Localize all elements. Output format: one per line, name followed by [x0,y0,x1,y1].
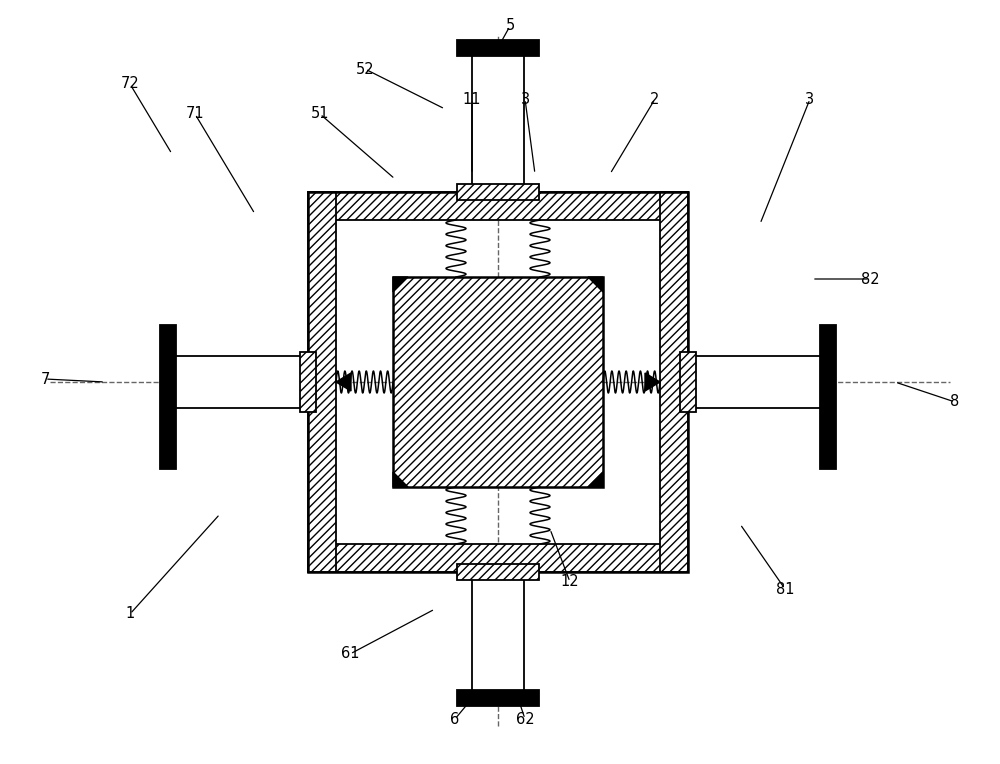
Bar [820,325,836,469]
Polygon shape [336,373,351,391]
Bar [308,544,688,572]
Bar [168,356,308,408]
Bar [457,40,539,56]
Bar [457,564,539,580]
Text: 81: 81 [776,581,794,597]
Bar [393,277,603,487]
Text: 2: 2 [650,92,660,106]
Polygon shape [645,373,660,391]
Text: 82: 82 [861,271,879,286]
Text: 1: 1 [125,607,135,621]
Polygon shape [588,277,603,292]
Text: 72: 72 [121,76,139,92]
Text: 7: 7 [40,371,50,387]
Polygon shape [588,472,603,487]
Bar [308,192,336,572]
Bar [660,192,688,572]
Text: 8: 8 [950,394,960,410]
Polygon shape [393,472,408,487]
Text: 6: 6 [450,711,460,727]
Text: 52: 52 [356,61,374,76]
Bar [472,572,524,702]
Bar [160,325,176,469]
Bar [308,192,688,220]
Text: 3: 3 [805,92,815,106]
Bar [472,52,524,192]
Bar [308,192,688,572]
Text: 3: 3 [520,92,530,106]
Text: 12: 12 [561,575,579,590]
Text: 61: 61 [341,646,359,662]
Text: 71: 71 [186,106,204,121]
Text: 11: 11 [463,92,481,106]
Bar [457,690,539,706]
Bar [457,184,539,200]
Polygon shape [393,277,408,292]
Bar [300,352,316,412]
Bar [688,356,828,408]
Text: 62: 62 [516,711,534,727]
Bar [680,352,696,412]
Text: 51: 51 [311,106,329,121]
Text: 5: 5 [505,18,515,34]
